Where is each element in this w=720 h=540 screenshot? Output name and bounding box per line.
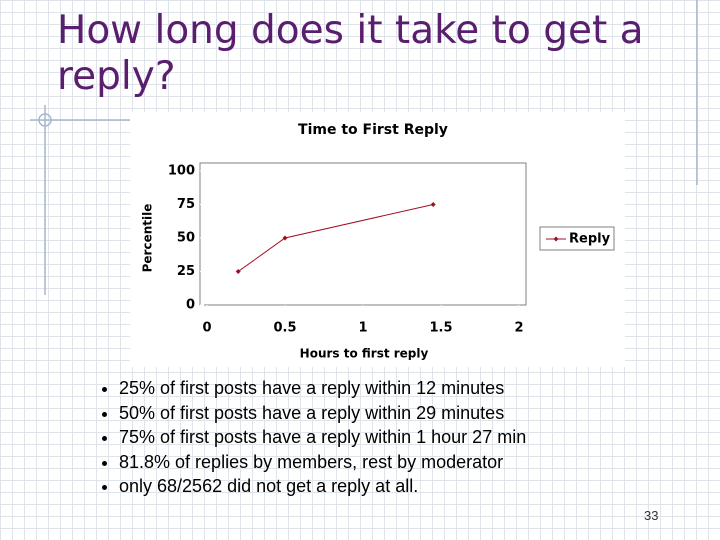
bullet: 50% of first posts have a reply within 2… [119, 401, 526, 426]
x-tick-label: 0 [202, 321, 211, 336]
plot-area [199, 162, 527, 306]
y-axis-label: Percentile [141, 204, 155, 273]
x-tick-label: 0.5 [273, 321, 296, 336]
point [430, 202, 436, 207]
x-tick-label: 2 [514, 321, 523, 336]
point [235, 269, 241, 274]
deco-circle [38, 113, 52, 127]
y-tick-label: 100 [168, 164, 195, 179]
y-tick-label: 25 [177, 264, 195, 279]
bullet: 75% of first posts have a reply within 1… [119, 425, 526, 450]
series-line [237, 204, 434, 272]
y-tick-label: 0 [186, 298, 195, 313]
y-tick-label: 75 [177, 197, 195, 212]
y-tick-label: 50 [177, 231, 195, 246]
x-tick-label: 1.5 [429, 321, 452, 336]
chart: Time to First Reply Percentile Hours to fi… [130, 112, 625, 367]
bullet: 25% of first posts have a reply within 1… [119, 376, 526, 401]
point [282, 235, 288, 241]
x-tick-label: 1 [358, 321, 367, 336]
bullet-list: 25% of first posts have a reply within 1… [103, 376, 526, 499]
legend-box [539, 226, 615, 251]
slide-title: How long does it take to get a reply? [57, 8, 644, 99]
bullet: only 68/2562 did not get a reply at all. [119, 474, 526, 499]
x-axis-label: Hours to first reply [300, 347, 429, 361]
page-number: 33 [644, 508, 659, 523]
bullet: 81.8% of replies by members, rest by mod… [119, 450, 526, 475]
legend-label: Reply [569, 232, 611, 247]
legend-marker [553, 236, 559, 242]
chart-title: Time to First Reply [298, 122, 448, 138]
